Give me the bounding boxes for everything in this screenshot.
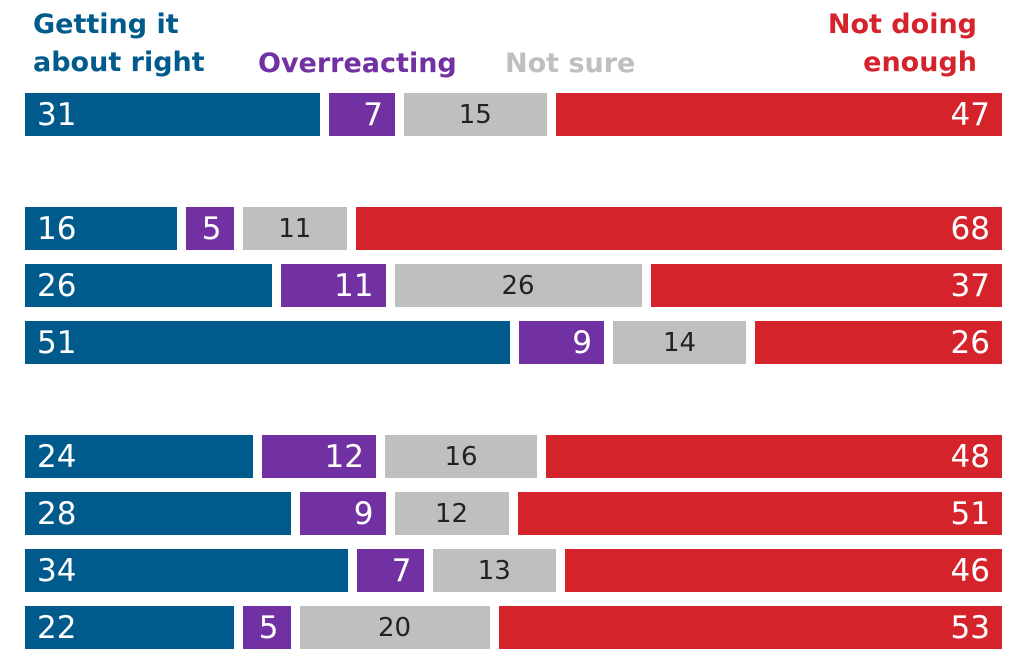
value-label: 9 xyxy=(353,495,374,532)
value-label: 47 xyxy=(950,96,990,133)
value-label: 34 xyxy=(37,552,77,589)
value-label: 22 xyxy=(37,609,77,646)
bar: 9 xyxy=(300,492,386,535)
bar: 13 xyxy=(432,549,556,592)
value-label: 26 xyxy=(501,270,535,301)
value-label: 11 xyxy=(278,213,312,244)
legend-label: Not doing enough xyxy=(827,9,977,78)
bar: 11 xyxy=(242,207,347,250)
bar: 22 xyxy=(25,606,234,649)
value-label: 26 xyxy=(37,267,77,304)
bar: 15 xyxy=(404,93,547,136)
value-label: 53 xyxy=(950,609,990,646)
value-label: 12 xyxy=(324,438,364,475)
bar: 5 xyxy=(243,606,291,649)
value-label: 20 xyxy=(377,612,412,643)
value-label: 15 xyxy=(458,99,492,130)
value-label: 28 xyxy=(37,495,77,532)
value-label: 9 xyxy=(572,324,592,361)
legend-label: Overreacting xyxy=(258,48,457,79)
value-label: 51 xyxy=(950,495,990,532)
bar: 20 xyxy=(299,606,490,649)
bar: 46 xyxy=(565,549,1002,592)
value-label: 46 xyxy=(950,552,990,589)
value-label: 51 xyxy=(37,324,77,361)
bar: 11 xyxy=(281,264,386,307)
bar: 48 xyxy=(546,435,1002,478)
bar: 51 xyxy=(25,321,510,364)
bar: 12 xyxy=(394,492,509,535)
bar: 47 xyxy=(555,93,1002,136)
value-label: 11 xyxy=(334,267,374,304)
bar: 16 xyxy=(25,207,177,250)
bar: 53 xyxy=(498,606,1002,649)
value-label: 5 xyxy=(201,210,222,247)
value-label: 12 xyxy=(434,498,469,529)
value-label: 48 xyxy=(950,438,990,475)
bar: 7 xyxy=(328,93,395,136)
value-label: 16 xyxy=(37,210,77,247)
value-label: 7 xyxy=(363,96,383,133)
bar: 16 xyxy=(385,435,537,478)
value-label: 14 xyxy=(662,327,697,358)
value-label: 13 xyxy=(477,555,511,586)
bar: 26 xyxy=(394,264,642,307)
legend-label: Getting it about right xyxy=(33,9,205,78)
bar: 14 xyxy=(613,321,746,364)
bar: 26 xyxy=(25,264,272,307)
value-label: 5 xyxy=(258,609,279,646)
bar: 68 xyxy=(356,207,1002,250)
value-label: 68 xyxy=(950,210,990,247)
bar: 5 xyxy=(186,207,234,250)
bar: 9 xyxy=(518,321,604,364)
bar: 28 xyxy=(25,492,291,535)
legend-label: Not sure xyxy=(505,48,636,79)
bar: 12 xyxy=(262,435,376,478)
bar: 24 xyxy=(25,435,253,478)
value-label: 37 xyxy=(950,267,990,304)
value-label: 31 xyxy=(37,96,77,133)
value-label: 7 xyxy=(391,552,412,589)
bar: 7 xyxy=(357,549,424,592)
bar: 37 xyxy=(650,264,1002,307)
bar: 51 xyxy=(517,492,1002,535)
value-label: 16 xyxy=(444,441,478,472)
bar: 26 xyxy=(755,321,1002,364)
value-label: 26 xyxy=(950,324,990,361)
bar: 31 xyxy=(25,93,320,136)
bar: 34 xyxy=(25,549,348,592)
value-label: 24 xyxy=(37,438,77,475)
